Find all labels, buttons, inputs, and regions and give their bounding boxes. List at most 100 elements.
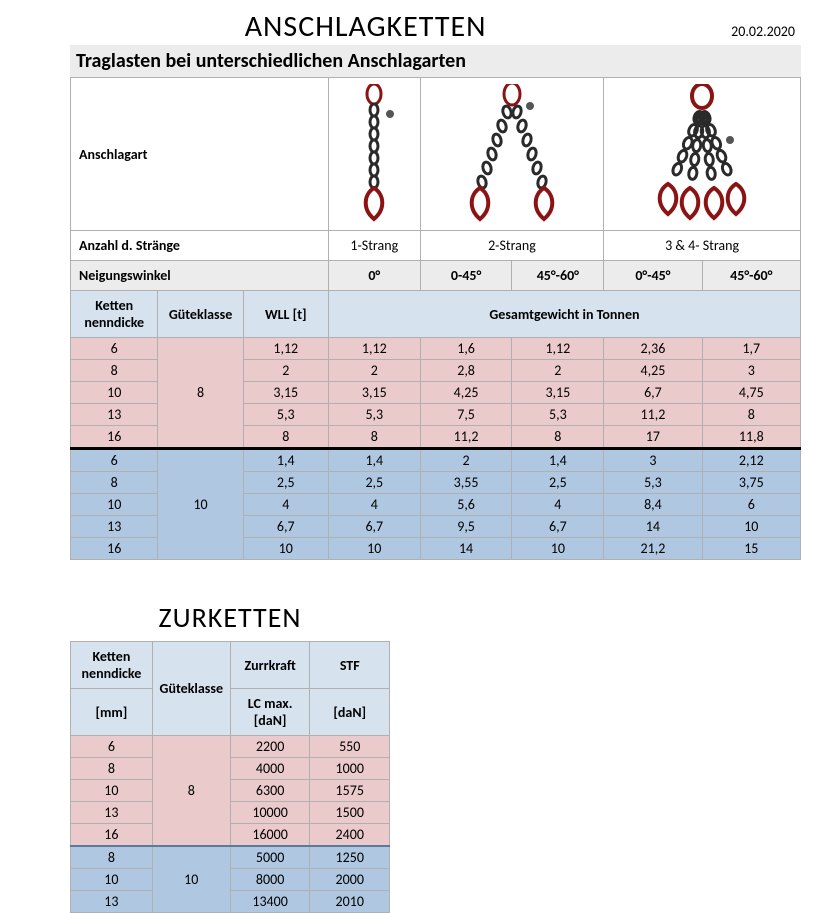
col-gesamtgewicht: Gesamtgewicht in Tonnen xyxy=(328,291,800,338)
cell: 8 xyxy=(152,736,230,847)
cell: 15 xyxy=(702,538,800,560)
cell: 3,15 xyxy=(512,382,604,404)
cell: 17 xyxy=(604,426,702,449)
cell: 4,75 xyxy=(702,382,800,404)
cell: 6 xyxy=(71,736,153,758)
cell: 2 xyxy=(243,360,328,382)
cell: 7,5 xyxy=(420,404,512,426)
cell: 10 xyxy=(71,869,153,891)
cell: 16 xyxy=(71,426,158,449)
cell: 1000 xyxy=(310,758,390,780)
col-stf: STF xyxy=(310,642,390,689)
cell: 16000 xyxy=(230,824,310,847)
cell: 6 xyxy=(71,338,158,360)
col-kettennenndicke: Ketten nenndicke xyxy=(71,291,158,338)
cell: 10 xyxy=(71,494,158,516)
cell: 2,5 xyxy=(328,472,420,494)
cell: 4 xyxy=(243,494,328,516)
cell: 3,15 xyxy=(243,382,328,404)
cell: 8 xyxy=(512,426,604,449)
cell: 11,2 xyxy=(420,426,512,449)
cell: 45°-60° xyxy=(512,261,604,291)
cell: 6,7 xyxy=(604,382,702,404)
page-date: 20.02.2020 xyxy=(731,23,815,40)
cell: 1,12 xyxy=(243,338,328,360)
cell: 5,6 xyxy=(420,494,512,516)
cell: 16 xyxy=(71,538,158,560)
col-zurrkraft: Zurrkraft xyxy=(230,642,310,689)
cell: 2,5 xyxy=(243,472,328,494)
cell: 5,3 xyxy=(604,472,702,494)
col-kettennenndicke: Ketten nenndicke xyxy=(71,642,153,689)
cell: 2200 xyxy=(230,736,310,758)
cell: 5,3 xyxy=(243,404,328,426)
cell: 1,6 xyxy=(420,338,512,360)
cell: 2-Strang xyxy=(420,231,604,261)
cell: 6300 xyxy=(230,780,310,802)
cell: 3,75 xyxy=(702,472,800,494)
cell: 8,4 xyxy=(604,494,702,516)
cell: 3 xyxy=(702,360,800,382)
cell: 8 xyxy=(71,846,153,869)
col-dan: [daN] xyxy=(310,689,390,736)
cell: 4,25 xyxy=(604,360,702,382)
cell: 5000 xyxy=(230,846,310,869)
cell: 1-Strang xyxy=(328,231,420,261)
chain-icon-3-4strand xyxy=(604,78,801,231)
cell: 0° xyxy=(328,261,420,291)
cell: 8 xyxy=(243,426,328,449)
cell: 8 xyxy=(702,404,800,426)
cell: 550 xyxy=(310,736,390,758)
cell: 2,8 xyxy=(420,360,512,382)
cell: 8 xyxy=(158,338,243,449)
cell: 4 xyxy=(328,494,420,516)
cell: 8 xyxy=(71,472,158,494)
cell: 8 xyxy=(71,758,153,780)
cell: 1500 xyxy=(310,802,390,824)
cell: 1,4 xyxy=(328,449,420,472)
cell: 14 xyxy=(420,538,512,560)
col-gueteklasse: Güteklasse xyxy=(158,291,243,338)
cell: 4,25 xyxy=(420,382,512,404)
cell: 10 xyxy=(243,538,328,560)
zurketten-title: ZURKETTEN xyxy=(70,600,390,635)
cell: 1250 xyxy=(310,846,390,869)
cell: 6,7 xyxy=(328,516,420,538)
cell: 13 xyxy=(71,516,158,538)
cell: 1,7 xyxy=(702,338,800,360)
chain-icon-2strand xyxy=(420,78,604,231)
cell: 10 xyxy=(71,780,153,802)
cell: 3,55 xyxy=(420,472,512,494)
cell: 0-45° xyxy=(420,261,512,291)
cell: 1575 xyxy=(310,780,390,802)
label-neigungswinkel: Neigungswinkel xyxy=(71,261,329,291)
cell: 9,5 xyxy=(420,516,512,538)
subtitle: Traglasten bei unterschiedlichen Anschla… xyxy=(70,45,801,77)
cell: 8000 xyxy=(230,869,310,891)
cell: 0°-45° xyxy=(604,261,702,291)
cell: 10 xyxy=(71,382,158,404)
cell: 10 xyxy=(152,846,230,913)
zurketten-table: Ketten nenndicke Güteklasse Zurrkraft ST… xyxy=(70,641,390,913)
cell: 8 xyxy=(328,426,420,449)
cell: 1,12 xyxy=(328,338,420,360)
cell: 4 xyxy=(512,494,604,516)
cell: 10 xyxy=(702,516,800,538)
cell: 10 xyxy=(512,538,604,560)
cell: 11,8 xyxy=(702,426,800,449)
cell: 11,2 xyxy=(604,404,702,426)
col-wll: WLL [t] xyxy=(243,291,328,338)
cell: 8 xyxy=(71,360,158,382)
cell: 10 xyxy=(158,449,243,560)
cell: 2 xyxy=(420,449,512,472)
col-lc: LC max. [daN] xyxy=(230,689,310,736)
col-mm: [mm] xyxy=(71,689,153,736)
cell: 14 xyxy=(604,516,702,538)
cell: 2,36 xyxy=(604,338,702,360)
cell: 1,4 xyxy=(243,449,328,472)
cell: 2000 xyxy=(310,869,390,891)
cell: 3 & 4- Strang xyxy=(604,231,801,261)
cell: 1,12 xyxy=(512,338,604,360)
cell: 21,2 xyxy=(604,538,702,560)
cell: 6 xyxy=(702,494,800,516)
